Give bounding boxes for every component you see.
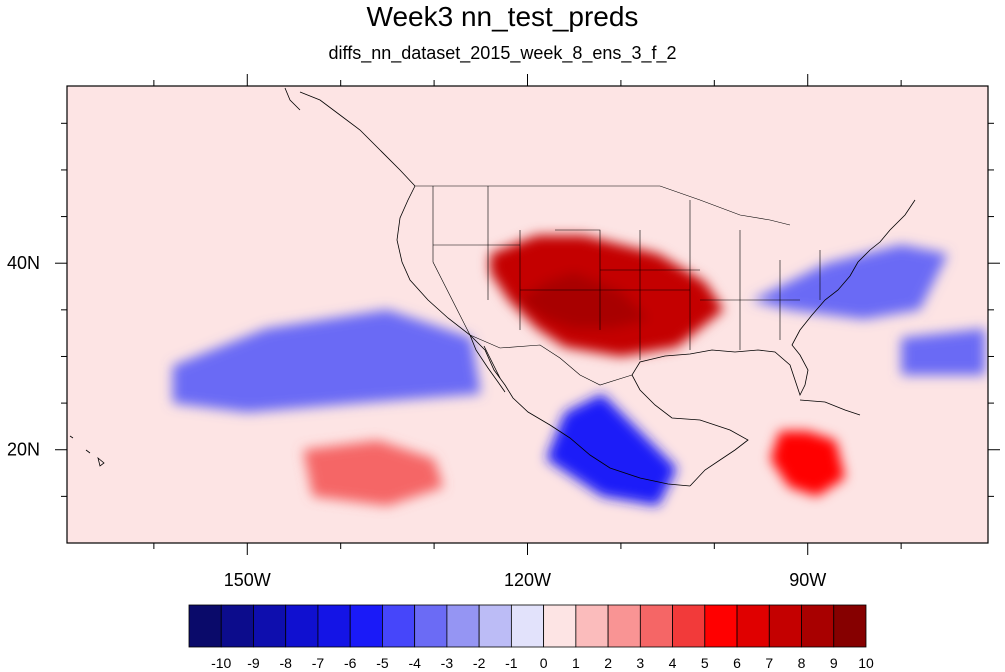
- colorbar-label: -10: [211, 655, 231, 671]
- colorbar-label: 10: [858, 655, 874, 671]
- anomaly-region-southwest-us-core: [518, 272, 649, 329]
- colorbar-swatch: [801, 604, 835, 648]
- axis-ticks: [55, 74, 1000, 555]
- colorbar-label: -2: [473, 655, 486, 671]
- plot-subtitle: diffs_nn_dataset_2015_week_8_ens_3_f_2: [328, 43, 677, 63]
- state-borders: [415, 185, 821, 386]
- colorbar-label: 4: [669, 655, 677, 671]
- colorbar-label: -6: [344, 655, 357, 671]
- colorbar-swatch: [607, 604, 641, 648]
- colorbar: [188, 604, 867, 648]
- colorbar-label: -1: [505, 655, 518, 671]
- y-tick-label: 20N: [7, 440, 40, 460]
- colorbar-swatch: [672, 604, 706, 648]
- colorbar-swatch: [382, 604, 416, 648]
- colorbar-swatch: [639, 604, 673, 648]
- colorbar-swatch: [285, 604, 319, 648]
- colorbar-swatch: [575, 604, 609, 648]
- x-tick-label: 90W: [789, 570, 826, 590]
- colorbar-swatch: [253, 604, 287, 648]
- anomaly-region-eastern-us-cool: [751, 244, 948, 320]
- colorbar-swatch: [543, 604, 577, 648]
- y-tick-label: 40N: [7, 253, 40, 273]
- colorbar-swatch: [510, 604, 545, 648]
- colorbar-label: 9: [830, 655, 838, 671]
- colorbar-label: -9: [247, 655, 260, 671]
- colorbar-swatch: [833, 604, 867, 648]
- colorbar-label: 0: [540, 655, 548, 671]
- colorbar-swatch: [768, 604, 802, 648]
- colorbar-swatch: [736, 604, 770, 648]
- colorbar-label: 6: [733, 655, 741, 671]
- colorbar-label: 2: [604, 655, 612, 671]
- colorbar-label: -8: [279, 655, 292, 671]
- colorbar-swatch: [188, 604, 222, 648]
- colorbar-swatch: [317, 604, 351, 648]
- colorbar-swatch: [349, 604, 383, 648]
- anomaly-region-baja-offshore-cool: [546, 393, 677, 506]
- colorbar-label: 5: [701, 655, 709, 671]
- colorbar-swatch: [478, 604, 512, 648]
- colorbar-swatch: [220, 604, 254, 648]
- colorbar-swatch: [414, 604, 448, 648]
- x-tick-label: 120W: [504, 570, 551, 590]
- plot-title: Week3 nn_test_preds: [366, 1, 639, 32]
- colorbar-label: -4: [408, 655, 421, 671]
- anomaly-region-southern-mexico-warm: [770, 431, 846, 497]
- colorbar-label: 3: [636, 655, 644, 671]
- anomaly-region-subtropical-pacific-cool: [172, 309, 481, 413]
- colorbar-swatch: [446, 604, 480, 648]
- anomaly-region-west-atlantic-cool: [901, 328, 986, 376]
- colorbar-label: -5: [376, 655, 389, 671]
- colorbar-label: 7: [765, 655, 773, 671]
- colorbar-label: -3: [441, 655, 454, 671]
- colorbar-swatch: [704, 604, 738, 648]
- colorbar-label: 8: [798, 655, 806, 671]
- x-tick-label: 150W: [224, 570, 271, 590]
- colorbar-label: 1: [572, 655, 580, 671]
- anomaly-region-central-pacific-warm: [303, 440, 444, 506]
- coastlines: [69, 87, 916, 487]
- colorbar-label: -7: [312, 655, 325, 671]
